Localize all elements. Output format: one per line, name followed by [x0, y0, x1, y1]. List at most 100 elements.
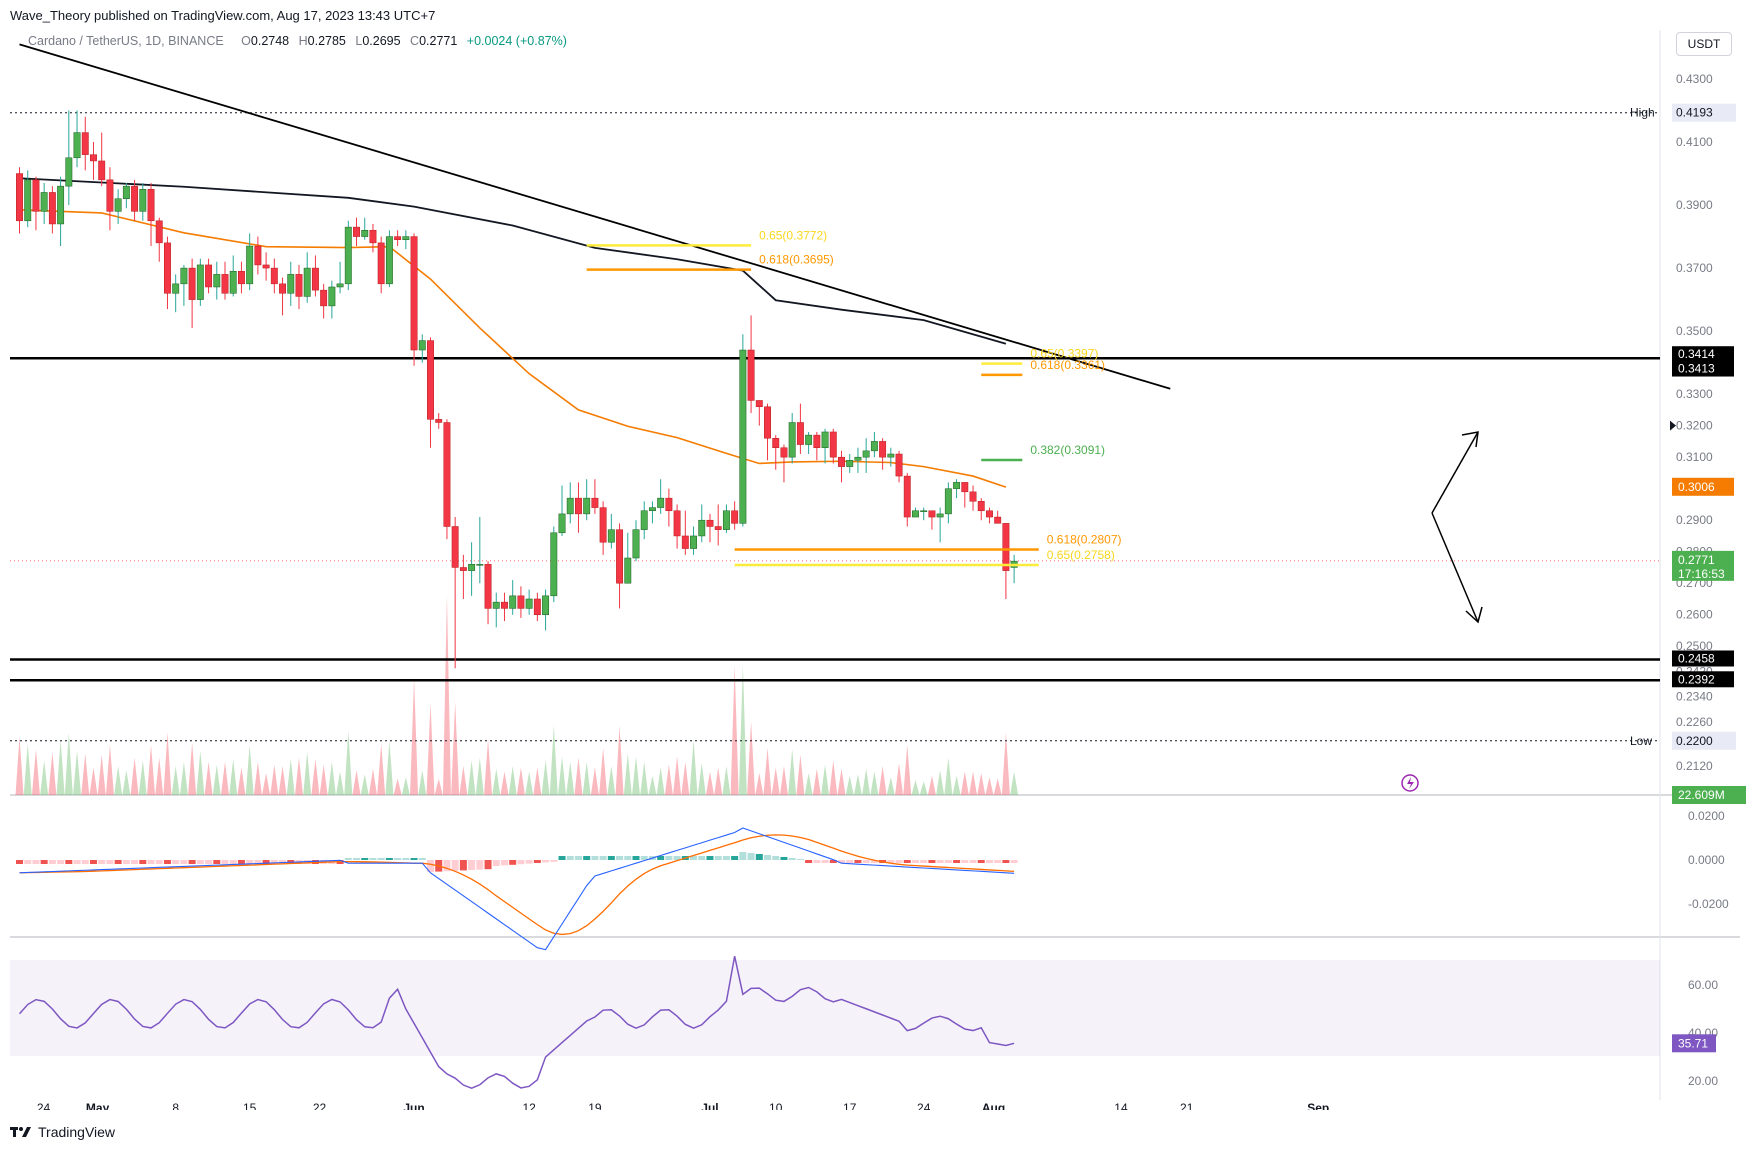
candle-body [180, 267, 188, 285]
volume-value: 22.609M [1678, 788, 1725, 802]
symbol-legend[interactable]: Cardano / TetherUS, 1D, BINANCE O0.2748 … [28, 34, 567, 48]
macd-histogram-bar [353, 858, 361, 860]
candle-body [90, 154, 97, 162]
macd-histogram-bar [361, 858, 369, 860]
macd-histogram-bar [698, 856, 706, 860]
rsi-value-tag [1672, 1034, 1716, 1053]
macd-histogram-bar [147, 860, 155, 864]
macd-histogram-bar [468, 860, 476, 870]
candle-body [796, 422, 804, 445]
candle-body [394, 236, 402, 240]
time-tick-label: 24 [37, 1101, 51, 1110]
candle-body [476, 564, 484, 566]
candle-body [895, 453, 903, 477]
rsi-tick-label: 20.00 [1688, 1074, 1718, 1088]
macd-histogram-bar [459, 860, 467, 871]
candle-body [944, 488, 952, 515]
candle-body [427, 340, 434, 420]
time-tick-label: 10 [769, 1101, 783, 1110]
candle-body [122, 185, 130, 200]
price-tick-label: 0.3100 [1676, 450, 1713, 464]
rsi-value: 35.71 [1678, 1036, 1708, 1050]
macd-histogram-bar [755, 854, 763, 860]
macd-histogram-bar [484, 860, 492, 870]
time-tick-label: Aug [982, 1101, 1005, 1110]
candle-body [410, 236, 418, 351]
level-value-bg [1672, 731, 1736, 750]
candle-body [188, 267, 196, 300]
candle-body [48, 192, 56, 225]
macd-histogram-bar [838, 860, 845, 863]
price-tick-label: 0.3900 [1676, 198, 1713, 212]
macd-histogram-bar [961, 860, 969, 863]
macd-histogram-bar [599, 856, 607, 860]
macd-tick-label: 0.0200 [1688, 809, 1725, 823]
macd-histogram-bar [607, 856, 615, 860]
macd-histogram-bar [542, 860, 550, 863]
horizontal-level-value: 0.2392 [1678, 672, 1715, 686]
candle-body [566, 497, 574, 515]
candle-body [747, 349, 755, 401]
macd-histogram-bar [558, 856, 566, 860]
candle-body [81, 132, 89, 155]
candle-body [73, 132, 81, 159]
macd-histogram-bar [574, 856, 582, 860]
macd-histogram-bar [262, 860, 270, 864]
macd-histogram-bar [237, 860, 245, 864]
macd-histogram-bar [829, 860, 837, 863]
tradingview-logo-icon [10, 1127, 31, 1137]
macd-histogram-bar [616, 856, 624, 860]
candle-body [418, 340, 426, 351]
chart-canvas[interactable]: 0.65(0.3772)0.618(0.3695)0.65(0.3397)0.6… [0, 0, 1754, 1110]
open-label: O [241, 34, 251, 48]
macd-histogram-bar [385, 858, 393, 860]
candle-body [558, 513, 566, 534]
horizontal-level-tag [1672, 346, 1734, 363]
macd-histogram-bar [525, 860, 533, 864]
ma-price-tag [1672, 477, 1734, 496]
macd-histogram-bar [657, 856, 665, 860]
candle-body [377, 242, 385, 285]
candle-body [114, 198, 122, 212]
macd-histogram-bar [796, 859, 804, 860]
level-label-high: High [1630, 106, 1655, 120]
candle-body [599, 507, 607, 543]
fib-level-label: 0.618(0.3361) [1030, 358, 1105, 372]
price-tick-label: 0.2600 [1676, 608, 1713, 622]
macd-histogram-bar [40, 860, 48, 864]
level-value: 0.4193 [1676, 106, 1713, 120]
horizontal-level-value: 0.3413 [1678, 362, 1715, 376]
macd-histogram-bar [895, 860, 903, 863]
candle-body [525, 598, 533, 609]
candle-body [279, 283, 286, 294]
candle-body [772, 438, 780, 448]
candle-body [106, 179, 114, 212]
ma-200-line [19, 177, 1007, 345]
macd-histogram-bar [16, 860, 23, 864]
macd-histogram-bar [985, 860, 993, 863]
macd-histogram-bar [246, 860, 254, 864]
macd-histogram-bar [928, 860, 936, 863]
price-tick-label: 0.3300 [1676, 387, 1713, 401]
candle-body [287, 274, 295, 294]
macd-histogram-bar [131, 860, 139, 864]
candle-body [344, 226, 352, 285]
candle-body [575, 497, 582, 515]
open-value: 0.2748 [250, 34, 290, 48]
time-tick-label: 22 [313, 1101, 327, 1110]
candle-body [838, 456, 845, 467]
candle-body [468, 564, 476, 571]
candle-body [57, 185, 65, 225]
fib-level-label: 0.618(0.2807) [1047, 533, 1122, 547]
price-tick-label: 0.4300 [1676, 72, 1713, 86]
macd-histogram-bar [73, 860, 81, 864]
rsi-line [18, 956, 1015, 1090]
macd-histogram-bar [81, 860, 89, 864]
time-axis: 24 May 8 15 22 Jun 12 19 Jul 10 17 24 Aug 14 21 Sep [37, 1101, 1329, 1110]
macd-histogram-bar [509, 860, 517, 865]
price-tick-label: 0.2340 [1676, 690, 1713, 704]
currency-button[interactable]: USDT [1676, 32, 1732, 56]
time-tick-label: 15 [243, 1101, 257, 1110]
volume-value-tag [1672, 786, 1746, 804]
up-arrow-head [1461, 431, 1479, 448]
